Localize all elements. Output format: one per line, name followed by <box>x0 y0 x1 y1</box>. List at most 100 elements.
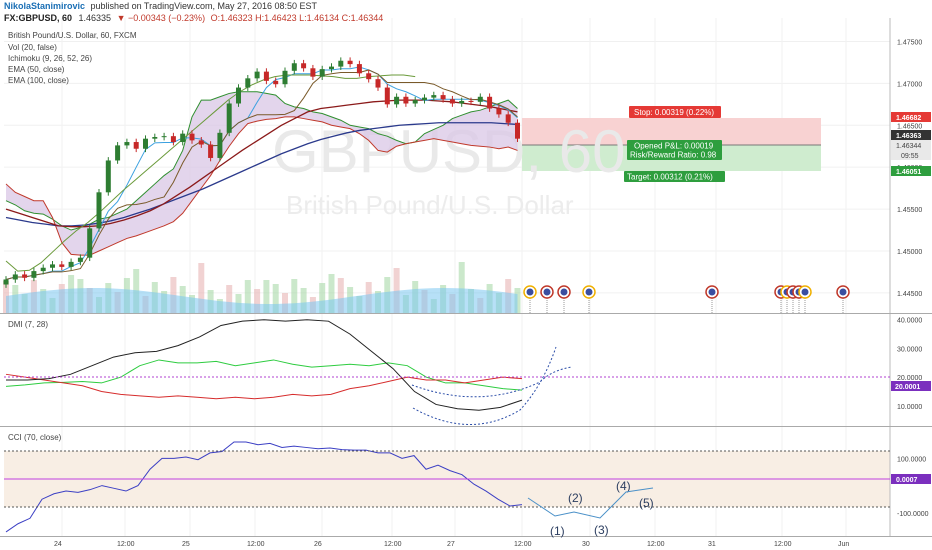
candle-body <box>245 78 251 88</box>
candle-body <box>50 264 55 268</box>
ema50-line <box>5 99 518 228</box>
di-minus-line <box>5 373 523 400</box>
candle-body <box>226 103 232 133</box>
candle-body <box>338 60 344 67</box>
dmi-tick-label: 10.0000 <box>897 404 922 411</box>
legend-title[interactable]: British Pound/U.S. Dollar, 60, FXCM <box>8 31 137 40</box>
wave-label-1: (1) <box>550 524 565 538</box>
wave-label-3: (3) <box>594 523 609 537</box>
volume-bar <box>337 278 344 313</box>
candle-body <box>394 96 400 105</box>
svg-text:NikolaStanimirovic publish: NikolaStanimirovic published on TradingV… <box>4 1 318 11</box>
volume-bars <box>3 262 521 313</box>
candle-body <box>189 133 195 141</box>
dmi-title[interactable]: DMI (7, 28) <box>8 320 48 329</box>
volume-bar <box>254 289 261 313</box>
event-flag-icon-inner <box>839 288 847 296</box>
entry-price-tag: 1.46344 <box>896 143 921 150</box>
chikou-line <box>5 74 416 272</box>
volume-bar <box>328 274 335 313</box>
price-tick-label: 1.45500 <box>897 207 922 214</box>
stop-price-tag: 1.46682 <box>896 115 921 122</box>
symbol-label: FX:GBPUSD, 60 <box>4 13 72 23</box>
price-tick-label: 1.45000 <box>897 249 922 256</box>
volume-bar <box>393 268 400 313</box>
candle-body <box>22 274 28 278</box>
candle-body <box>161 136 167 138</box>
stop-label[interactable]: Stop: 0.00319 (0.22%) <box>634 108 714 117</box>
target-price-tag: 1.46051 <box>896 169 921 176</box>
legend-ema50[interactable]: EMA (50, close) <box>8 65 65 74</box>
ema100-line <box>5 122 518 227</box>
candle-body <box>143 138 148 149</box>
time-tick-label: 24 <box>54 541 62 548</box>
author-link[interactable]: NikolaStanimirovic <box>4 1 85 11</box>
volume-bar <box>198 263 205 313</box>
volume-bar <box>226 285 233 313</box>
time-tick-label: 12:00 <box>384 541 402 548</box>
cci-value-tag: 0.0007 <box>896 477 918 484</box>
candle-body <box>170 136 176 143</box>
candle-body <box>152 137 158 139</box>
candle-body <box>133 142 139 149</box>
cci-projection-path <box>527 487 654 519</box>
candle-body <box>180 133 186 143</box>
volume-bar <box>291 279 298 313</box>
candle-body <box>115 145 121 161</box>
volume-bar <box>319 283 326 313</box>
time-tick-label: 12:00 <box>514 541 532 548</box>
opened-pnl-label: Opened P&L: 0.00019 <box>634 142 714 151</box>
volume-bar <box>282 293 288 313</box>
price-tick-label: 1.44500 <box>897 291 922 298</box>
volume-bar <box>458 262 465 313</box>
dmi-projection-lower <box>412 346 557 425</box>
cci-title[interactable]: CCI (70, close) <box>8 433 62 442</box>
candle-body <box>496 108 502 115</box>
time-axis[interactable]: 24 12:00 25 12:00 26 12:00 27 12:00 30 12:00 31 12:… <box>54 541 849 548</box>
candle-body <box>301 63 307 69</box>
candle-body <box>477 96 483 102</box>
cci-axis: 100.0000 -100.0000 <box>897 456 929 518</box>
volume-bar <box>263 280 270 313</box>
pnl-label-bg <box>627 140 722 160</box>
candle-body <box>40 267 46 272</box>
event-markers[interactable] <box>523 285 850 313</box>
legend-vol[interactable]: Vol (20, false) <box>8 43 57 52</box>
time-tick-label: 26 <box>314 541 322 548</box>
candle-body <box>403 96 409 104</box>
target-label[interactable]: Target: 0.00312 (0.21%) <box>627 173 713 182</box>
candle-body <box>124 142 130 146</box>
last-price-tag: 1.46363 <box>896 133 921 140</box>
candle-body <box>77 257 83 262</box>
volume-bar <box>272 284 279 313</box>
dmi-tick-label: 40.0000 <box>897 318 922 325</box>
candle-body <box>375 79 381 88</box>
legend-ichimoku[interactable]: Ichimoku (9, 26, 52, 26) <box>8 54 92 63</box>
svg-text:FX:GBPUSD, 60 1.46335: FX:GBPUSD, 60 1.46335 ▼ −0.00343 (−0.23%… <box>4 13 383 23</box>
dmi-lines <box>5 319 523 411</box>
candle-body <box>459 100 465 104</box>
candle-body <box>12 274 18 280</box>
candle-body <box>96 192 102 229</box>
price-tick-label: 1.46500 <box>897 123 922 130</box>
event-flag-icon-inner <box>708 288 716 296</box>
cci-line <box>5 441 523 533</box>
candle-body <box>319 69 325 77</box>
candle-body <box>282 70 288 85</box>
candle-body <box>198 140 204 145</box>
senkou-span-a <box>5 91 518 231</box>
candle-body <box>384 87 390 105</box>
time-tick-label: 30 <box>582 541 590 548</box>
candles <box>3 57 520 288</box>
candle-body <box>68 261 74 267</box>
dmi-axis: 40.0000 30.0000 20.0000 10.0000 <box>897 318 922 411</box>
volume-bar <box>244 280 251 313</box>
dmi-tick-label: 30.0000 <box>897 346 922 353</box>
candle-body <box>217 132 223 158</box>
volume-average <box>6 288 518 313</box>
wave-label-5: (5) <box>639 496 654 510</box>
candle-body <box>366 73 372 80</box>
candle-body <box>208 144 214 158</box>
legend-ema100[interactable]: EMA (100, close) <box>8 76 69 85</box>
